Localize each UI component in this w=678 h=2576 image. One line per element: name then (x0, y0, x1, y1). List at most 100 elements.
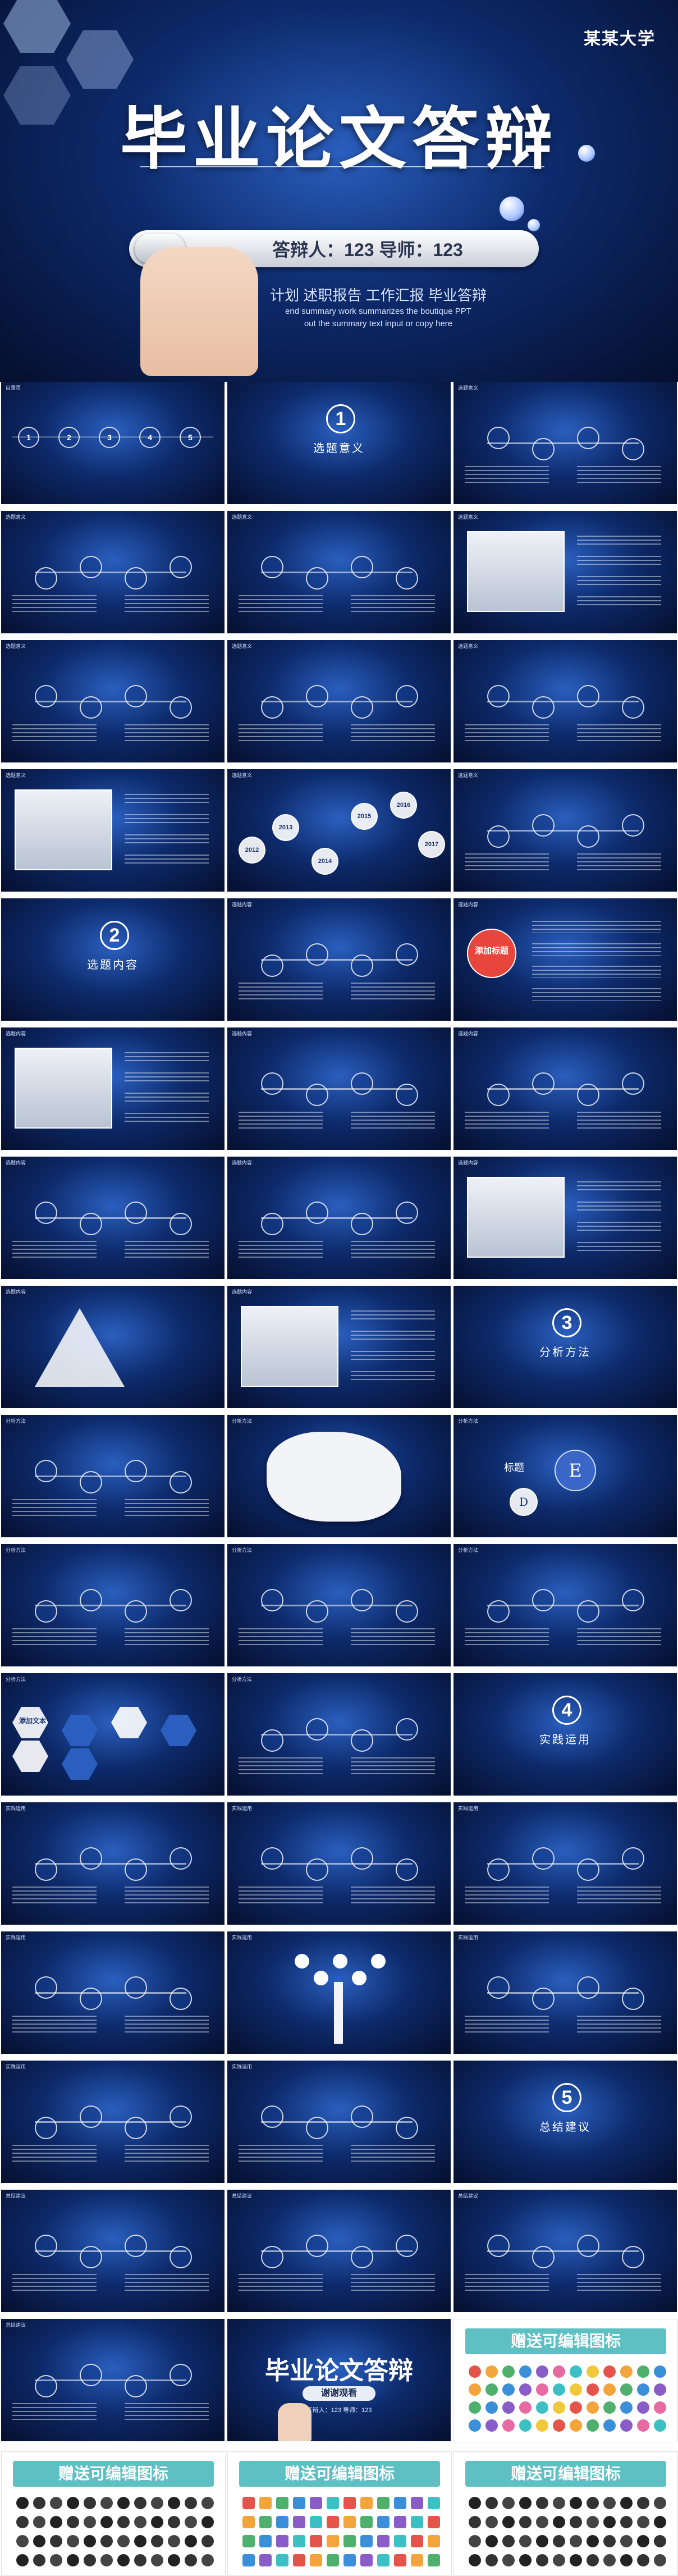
ending-presenter[interactable]: 答辩人：123 导师：123 (306, 2407, 372, 2414)
icon[interactable] (33, 2554, 45, 2566)
content-node[interactable] (622, 696, 644, 719)
content-node[interactable] (80, 556, 102, 578)
slide-thumbnail[interactable]: 分析方法 (227, 1673, 451, 1796)
slide-section-label[interactable]: 分析方法 (232, 1418, 253, 1424)
text-block[interactable] (532, 921, 661, 933)
icon[interactable] (502, 2365, 515, 2378)
icon[interactable] (67, 2516, 79, 2528)
icon-sheet[interactable]: 赠送可编辑图标 (453, 2451, 678, 2576)
connector-line[interactable] (35, 1992, 186, 1994)
text-block[interactable] (351, 595, 435, 612)
toc-item-circle[interactable]: 4 (139, 427, 161, 448)
content-node[interactable] (35, 567, 57, 590)
icon[interactable] (377, 2535, 390, 2547)
content-node[interactable] (487, 1600, 510, 1623)
content-node[interactable] (80, 696, 102, 719)
icon[interactable] (394, 2497, 406, 2509)
icon[interactable] (67, 2554, 79, 2566)
connector-line[interactable] (261, 2121, 413, 2123)
connector-line[interactable] (487, 701, 639, 702)
icon[interactable] (327, 2497, 339, 2509)
content-node[interactable] (306, 567, 328, 590)
toc-item-circle[interactable]: 2 (58, 427, 80, 448)
icon[interactable] (587, 2516, 599, 2528)
icon[interactable] (377, 2554, 390, 2566)
connector-line[interactable] (261, 1734, 413, 1735)
icon[interactable] (570, 2554, 582, 2566)
icon[interactable] (185, 2554, 197, 2566)
icon[interactable] (553, 2419, 565, 2432)
slide-thumbnail[interactable]: 选题内容 (227, 1157, 451, 1279)
slide-thumbnail[interactable]: 选题意义 (227, 511, 451, 633)
slide-thumbnail[interactable]: 选题意义 (1, 640, 225, 762)
slide-section-label[interactable]: 选题意义 (232, 773, 253, 778)
content-node[interactable] (170, 1213, 192, 1235)
text-block[interactable] (351, 1331, 435, 1341)
slide-section-label[interactable]: 分析方法 (458, 1547, 479, 1553)
icon[interactable] (469, 2535, 481, 2547)
text-block[interactable] (239, 1628, 323, 1645)
text-block[interactable] (125, 1093, 209, 1103)
icon-sheet[interactable]: 赠送可编辑图标 (1, 2451, 226, 2576)
slide-thumbnail[interactable]: 1 选题意义 (227, 382, 451, 504)
text-block[interactable] (12, 724, 97, 741)
slide-thumbnail[interactable]: 选题意义 (227, 640, 451, 762)
text-block[interactable] (351, 1371, 435, 1381)
icon[interactable] (587, 2419, 599, 2432)
text-block[interactable] (577, 1181, 661, 1191)
icon[interactable] (134, 2516, 146, 2528)
icon[interactable] (502, 2383, 515, 2396)
icon[interactable] (327, 2554, 339, 2566)
icon[interactable] (620, 2535, 633, 2547)
icon[interactable] (485, 2365, 498, 2378)
icon[interactable] (469, 2383, 481, 2396)
icon[interactable] (485, 2401, 498, 2414)
slide-thumbnail[interactable]: 选题内容 (1, 1286, 225, 1408)
slide-section-label[interactable]: 分析方法 (6, 1677, 26, 1682)
icon[interactable] (536, 2554, 548, 2566)
content-node[interactable] (577, 1976, 599, 1999)
content-node[interactable] (577, 427, 599, 449)
icon[interactable] (553, 2516, 565, 2528)
icon[interactable] (134, 2535, 146, 2547)
icon[interactable] (536, 2419, 548, 2432)
title-circle[interactable]: 添加标题 (467, 929, 516, 978)
icon[interactable] (603, 2554, 616, 2566)
connector-line[interactable] (261, 701, 413, 702)
icon[interactable] (117, 2535, 130, 2547)
content-node[interactable] (35, 2235, 57, 2257)
icon[interactable] (67, 2497, 79, 2509)
text-block[interactable] (239, 1241, 323, 1258)
icon-sheet[interactable]: 赠送可编辑图标 (227, 2451, 452, 2576)
content-node[interactable] (532, 814, 555, 837)
slide-thumbnail[interactable]: 实践运用 (227, 2061, 451, 2183)
year-bubble[interactable]: 2014 (311, 848, 338, 875)
icon[interactable] (536, 2497, 548, 2509)
icon[interactable] (637, 2365, 649, 2378)
text-block[interactable] (532, 988, 661, 1001)
icon[interactable] (242, 2554, 255, 2566)
text-block[interactable] (465, 724, 549, 741)
content-node[interactable] (35, 685, 57, 707)
text-block[interactable] (125, 1052, 209, 1062)
slide-thumbnail[interactable]: 总结建议 (453, 2190, 677, 2312)
content-node[interactable] (351, 1072, 373, 1095)
icon[interactable] (502, 2535, 515, 2547)
icon[interactable] (168, 2516, 180, 2528)
year-bubble[interactable]: 2013 (272, 814, 299, 841)
text-block[interactable] (239, 1757, 323, 1774)
icon[interactable] (394, 2554, 406, 2566)
connector-line[interactable] (487, 1605, 639, 1606)
content-node[interactable] (125, 1202, 147, 1224)
content-node[interactable] (125, 2235, 147, 2257)
text-block[interactable] (12, 2274, 97, 2291)
slide-thumbnail[interactable]: 总结建议 (1, 2190, 225, 2312)
content-node[interactable] (170, 696, 192, 719)
photo-placeholder[interactable] (241, 1306, 338, 1387)
text-block[interactable] (577, 2016, 661, 2033)
icon[interactable] (553, 2365, 565, 2378)
slide-thumbnail[interactable]: 选题意义 (453, 640, 677, 762)
connector-line[interactable] (487, 1088, 639, 1090)
hexagon-tile[interactable] (111, 1707, 147, 1738)
connector-line[interactable] (261, 572, 413, 573)
